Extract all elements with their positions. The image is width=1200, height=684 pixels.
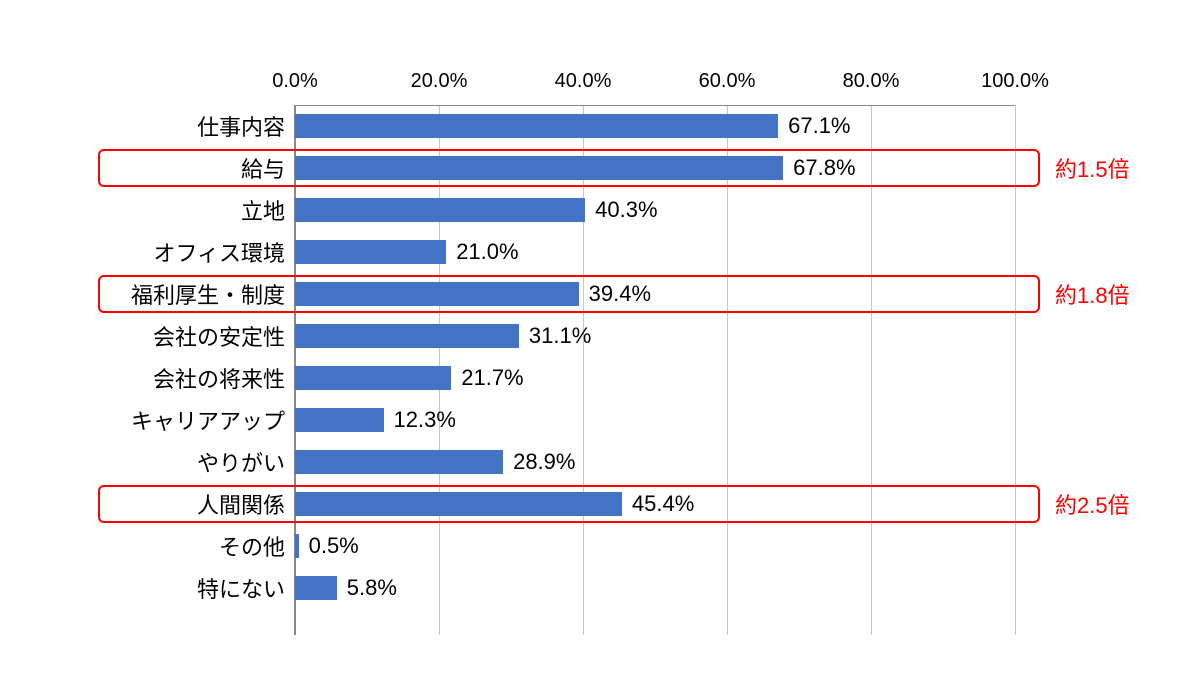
value-label: 5.8%	[347, 575, 397, 601]
value-label: 21.7%	[461, 365, 523, 391]
x-tick-label: 100.0%	[981, 70, 1049, 93]
category-label: 特にない	[197, 572, 285, 604]
category-label: その他	[219, 530, 285, 562]
x-tick-label: 80.0%	[843, 70, 900, 93]
highlight-annotation: 約2.5倍	[1055, 488, 1130, 520]
value-label: 28.9%	[513, 449, 575, 475]
highlight-box	[98, 485, 1040, 523]
bar	[295, 240, 446, 264]
value-label: 31.1%	[529, 323, 591, 349]
highlight-annotation: 約1.5倍	[1055, 152, 1130, 184]
value-label: 0.5%	[309, 533, 359, 559]
horizontal-bar-chart: 0.0% 20.0% 40.0% 60.0% 80.0% 100.0% 仕事内容 67.1%…	[0, 0, 1200, 684]
category-label: 仕事内容	[197, 110, 285, 142]
highlight-annotation: 約1.8倍	[1055, 278, 1130, 310]
value-label: 12.3%	[394, 407, 456, 433]
highlight-box	[98, 149, 1040, 187]
bar	[295, 534, 299, 558]
value-label: 67.1%	[788, 113, 850, 139]
value-label: 21.0%	[456, 239, 518, 265]
bar	[295, 408, 384, 432]
x-tick-label: 20.0%	[411, 70, 468, 93]
bar	[295, 198, 585, 222]
category-label: オフィス環境	[153, 236, 285, 268]
category-label: 会社の安定性	[153, 320, 285, 352]
bar	[295, 366, 451, 390]
bar	[295, 576, 337, 600]
x-tick-label: 60.0%	[699, 70, 756, 93]
x-tick-label: 0.0%	[272, 70, 318, 93]
category-label: 立地	[241, 194, 285, 226]
x-tick-label: 40.0%	[555, 70, 612, 93]
bar	[295, 114, 778, 138]
category-label: キャリアアップ	[131, 404, 285, 436]
category-label: 会社の将来性	[153, 362, 285, 394]
value-label: 40.3%	[595, 197, 657, 223]
bar	[295, 450, 503, 474]
category-label: やりがい	[197, 446, 285, 478]
bar	[295, 324, 519, 348]
highlight-box	[98, 275, 1040, 313]
